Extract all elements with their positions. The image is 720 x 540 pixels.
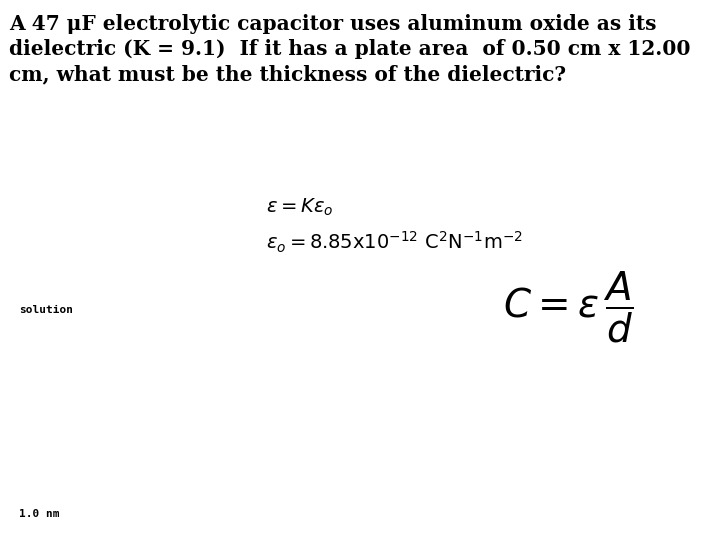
Text: solution: solution	[19, 305, 73, 315]
Text: $\varepsilon = K\varepsilon_o$: $\varepsilon = K\varepsilon_o$	[266, 197, 334, 218]
Text: $\varepsilon_o = 8.85\mathrm{x}10^{-12}\ \mathrm{C^2N^{-1}m^{-2}}$: $\varepsilon_o = 8.85\mathrm{x}10^{-12}\…	[266, 230, 523, 255]
Text: 1.0 nm: 1.0 nm	[19, 509, 60, 519]
Text: A 47 μF electrolytic capacitor uses aluminum oxide as its
dielectric (K = 9.1)  : A 47 μF electrolytic capacitor uses alum…	[9, 14, 691, 85]
Text: $C = \varepsilon\,\dfrac{A}{d}$: $C = \varepsilon\,\dfrac{A}{d}$	[503, 270, 634, 345]
